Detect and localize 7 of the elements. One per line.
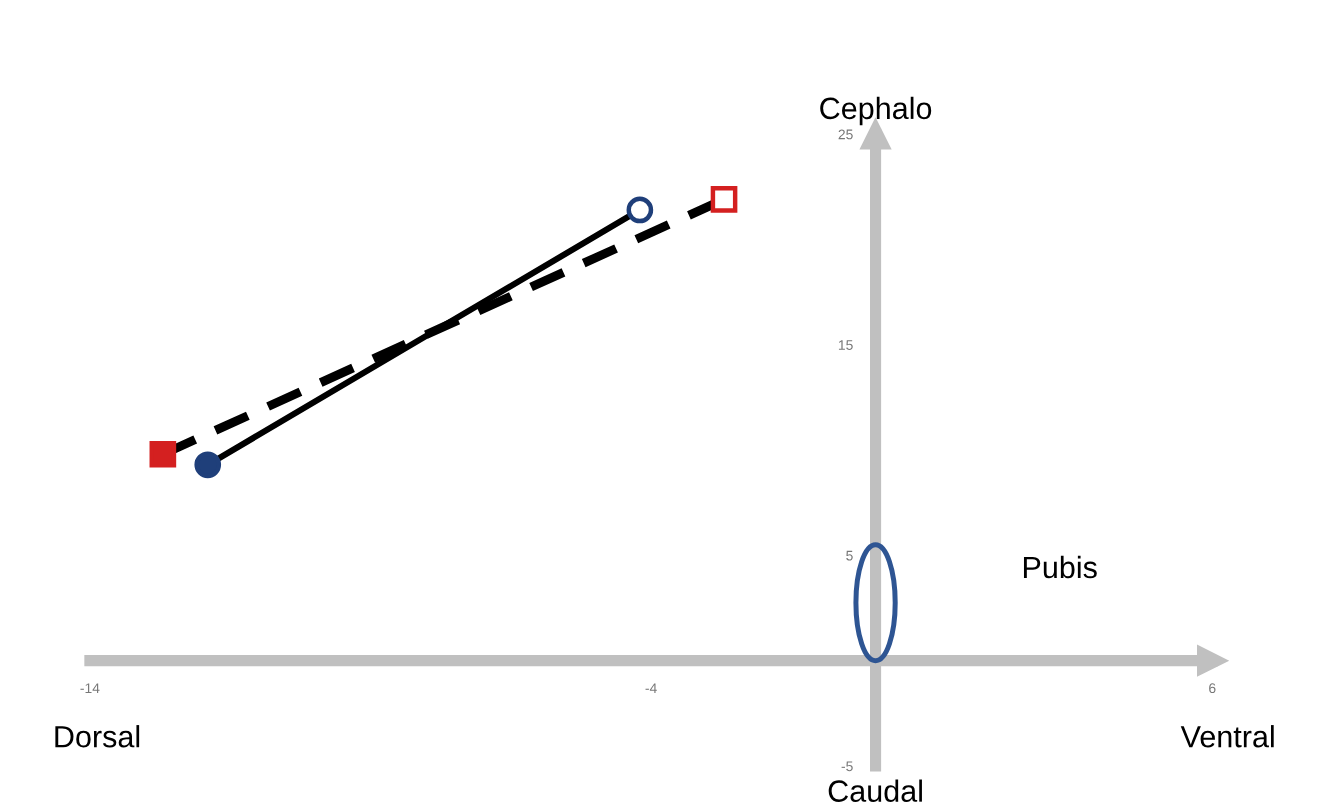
annotation: Ventral xyxy=(1180,725,1274,748)
text: Cephalo xyxy=(820,96,932,126)
text: Caudal xyxy=(828,779,922,802)
point xyxy=(149,440,177,468)
annotation: Pubis xyxy=(1023,555,1097,579)
annotation: Dorsal xyxy=(55,725,140,748)
point xyxy=(194,451,222,479)
